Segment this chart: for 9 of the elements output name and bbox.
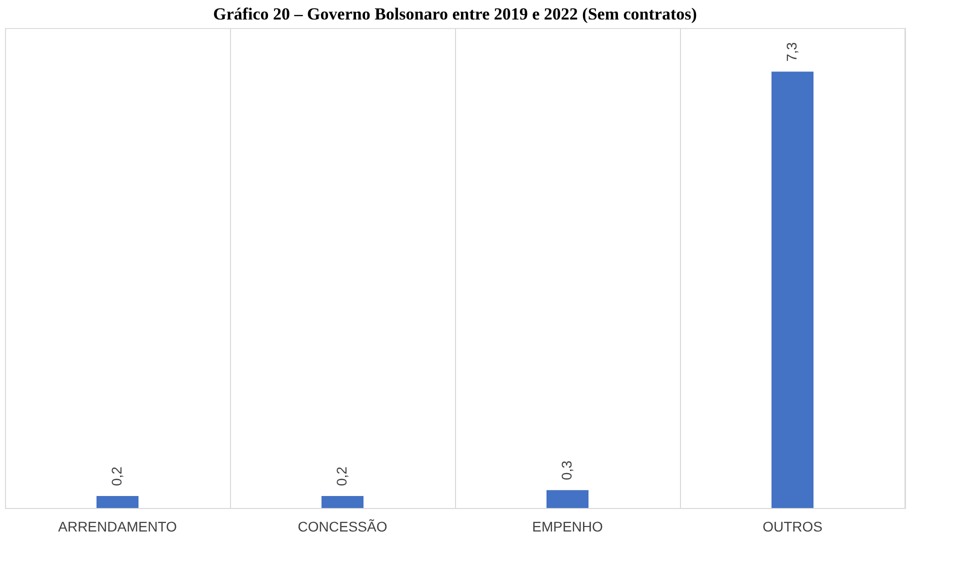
chart-title: Gráfico 20 – Governo Bolsonaro entre 2019 e 2022 (Sem contratos) <box>213 4 697 24</box>
data-label: 7,3 <box>784 42 800 62</box>
x-tick-label: CONCESSÃO <box>298 518 388 534</box>
data-label: 0,2 <box>108 466 124 486</box>
data-label: 0,3 <box>558 460 574 480</box>
x-tick-label: EMPENHO <box>532 518 603 534</box>
x-tick-label: OUTROS <box>762 518 822 534</box>
x-tick-label: ARRENDAMENTO <box>58 518 177 534</box>
data-label: 0,2 <box>334 466 350 486</box>
